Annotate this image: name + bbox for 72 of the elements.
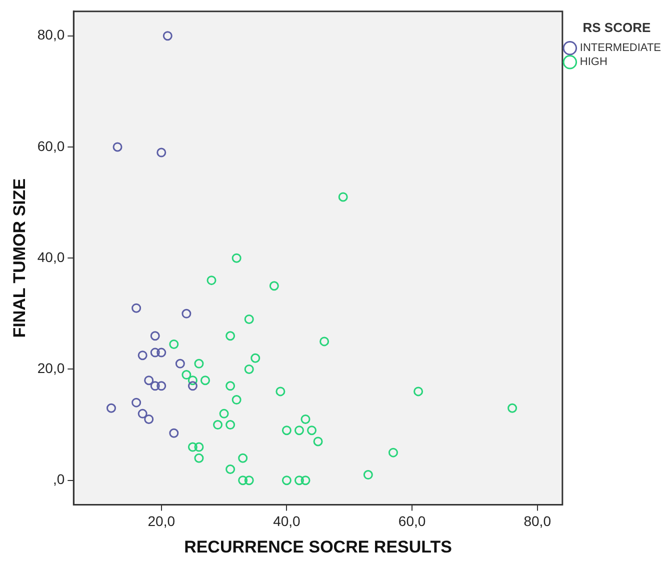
point xyxy=(226,381,236,391)
point xyxy=(150,381,160,391)
point xyxy=(244,364,254,374)
legend-label: HIGH xyxy=(580,56,608,68)
point xyxy=(226,420,236,430)
point xyxy=(238,476,248,486)
point xyxy=(226,331,236,341)
point xyxy=(244,476,254,486)
y-tick-label: ,0 xyxy=(52,471,65,488)
point xyxy=(169,428,179,438)
point xyxy=(194,453,204,463)
point xyxy=(112,142,122,152)
point xyxy=(276,386,286,396)
point xyxy=(182,308,192,318)
point xyxy=(156,381,166,391)
point xyxy=(300,414,310,424)
point xyxy=(156,348,166,358)
point xyxy=(232,253,242,263)
point xyxy=(320,336,330,346)
point xyxy=(282,476,292,486)
point xyxy=(226,464,236,474)
point xyxy=(188,376,198,386)
x-tick-label: 80,0 xyxy=(524,513,552,530)
legend-title: RS SCORE xyxy=(582,20,651,36)
point xyxy=(156,148,166,158)
x-tick-label: 60,0 xyxy=(398,513,426,530)
point xyxy=(188,442,198,452)
point xyxy=(269,281,279,291)
point xyxy=(182,370,192,380)
point xyxy=(138,408,148,418)
point xyxy=(238,453,248,463)
point xyxy=(188,381,198,391)
point xyxy=(294,476,304,486)
point xyxy=(508,403,518,413)
point xyxy=(194,358,204,368)
point xyxy=(213,420,223,430)
point xyxy=(414,386,424,396)
point xyxy=(162,31,172,41)
y-tick-label: 60,0 xyxy=(37,138,65,154)
point xyxy=(144,376,154,386)
point xyxy=(307,426,317,436)
point xyxy=(150,331,160,341)
point xyxy=(138,350,148,360)
point xyxy=(132,398,142,408)
x-axis-title: RECURRENCE SOCRE RESULTS xyxy=(184,537,452,556)
y-tick-label: 40,0 xyxy=(37,248,65,265)
point xyxy=(363,470,373,480)
point xyxy=(219,408,229,418)
point xyxy=(232,395,242,405)
y-axis-title: FINAL TUMOR SIZE xyxy=(10,178,29,338)
x-tick-label: 40,0 xyxy=(273,513,301,530)
point xyxy=(194,442,204,452)
point xyxy=(294,426,304,436)
point xyxy=(388,448,398,458)
legend-label: INTERMEDIATE xyxy=(580,42,661,54)
point xyxy=(250,353,260,363)
point xyxy=(313,436,323,446)
point xyxy=(200,376,210,386)
x-tick-label: 20,0 xyxy=(148,513,176,530)
y-tick-label: 20,0 xyxy=(37,360,65,376)
point xyxy=(300,476,310,486)
point xyxy=(144,414,154,424)
point xyxy=(169,339,179,349)
point xyxy=(150,348,160,358)
point xyxy=(244,314,254,324)
point xyxy=(106,403,116,413)
point xyxy=(132,303,142,313)
point xyxy=(206,276,216,286)
y-tick-label: 80,0 xyxy=(37,26,65,43)
point xyxy=(338,192,348,202)
point xyxy=(282,426,292,436)
point xyxy=(175,358,185,368)
